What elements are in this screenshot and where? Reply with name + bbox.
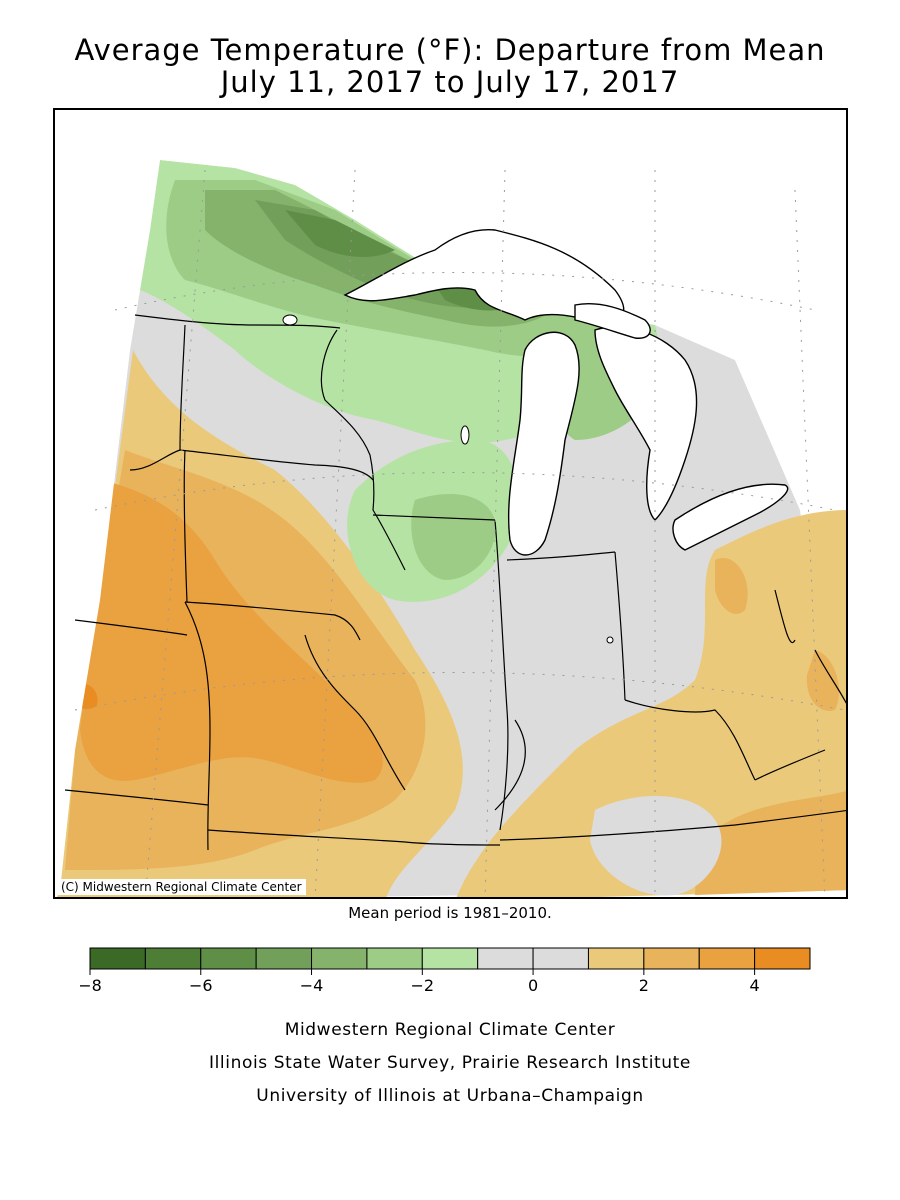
footer-line-1: Midwestern Regional Climate Center: [284, 1020, 616, 1040]
state-boundaries: [64, 314, 846, 851]
lake-erie: [672, 483, 789, 551]
legend-bin: [255, 947, 313, 970]
footer-line-2: Illinois State Water Survey, Prairie Res…: [209, 1053, 691, 1073]
legend-tick-label: −6: [189, 976, 213, 995]
legend-ticks: −8 −6 −4 −2 0 2 4: [80, 969, 760, 995]
legend-tick-label: 2: [639, 976, 649, 995]
legend-tick-label: −2: [411, 976, 435, 995]
neutral-zone-south: [590, 796, 722, 896]
legend-tick-label: −8: [80, 976, 102, 995]
legend-bin: [643, 947, 700, 970]
cool-zone-central-2: [411, 494, 496, 580]
warm-zone-west-3: [80, 480, 383, 783]
legend-bin: [698, 947, 756, 970]
legend-bin: [144, 947, 202, 970]
small-lakes: [282, 314, 614, 644]
legend-bin: [311, 947, 368, 970]
warm-zone-east-2: [715, 558, 748, 614]
legend-bin: [477, 947, 534, 970]
legend-bin: [421, 947, 479, 970]
lake-huron: [594, 326, 698, 521]
legend-bin: [89, 947, 146, 970]
great-lakes: [343, 228, 789, 556]
cool-zone-north-5: [285, 210, 395, 257]
upper-peninsula-shore: [574, 303, 651, 339]
legend-bin: [532, 947, 589, 970]
projection-mask: [55, 110, 846, 897]
legend-bin: [587, 947, 645, 970]
temperature-departure-map: (C) Midwestern Regional Climate Center: [53, 108, 848, 899]
legend-tick-label: −4: [300, 976, 324, 995]
map-title-line-2: July 11, 2017 to July 17, 2017: [220, 65, 680, 99]
map-canvas: [55, 110, 846, 897]
map-title-line-1: Average Temperature (°F): Departure from…: [74, 33, 826, 67]
copyright-label: (C) Midwestern Regional Climate Center: [57, 879, 306, 895]
warm-zone-east-4: [695, 791, 846, 895]
mean-period-note: Mean period is 1981–2010.: [348, 904, 552, 922]
footer-line-3: University of Illinois at Urbana–Champai…: [256, 1086, 644, 1106]
legend-bin: [366, 947, 423, 970]
color-legend: −8 −6 −4 −2 0 2 4: [80, 947, 811, 995]
legend-tick-label: 4: [750, 976, 760, 995]
legend-bin: [200, 947, 257, 970]
lake-michigan: [507, 331, 580, 556]
warm-zone-east: [456, 510, 846, 897]
legend-tick-label: 0: [528, 976, 538, 995]
warm-zone-east-3: [806, 650, 839, 711]
graticule: [74, 169, 846, 897]
legend-bin: [754, 947, 811, 970]
legend-bins: [89, 947, 811, 970]
